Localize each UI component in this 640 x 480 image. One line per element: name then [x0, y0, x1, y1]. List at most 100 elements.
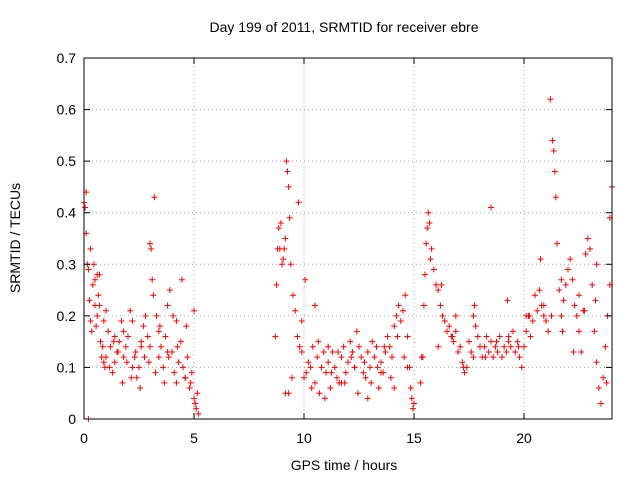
data-point [325, 359, 332, 366]
data-point [452, 328, 459, 335]
data-point [536, 287, 543, 294]
data-point [562, 281, 569, 288]
data-point [505, 338, 512, 345]
data-point [470, 354, 477, 361]
plot-frame [83, 57, 613, 420]
data-point [175, 359, 182, 366]
data-point [123, 359, 130, 366]
data-point [485, 348, 492, 355]
data-point [284, 168, 291, 175]
data-point [156, 323, 163, 330]
data-point [356, 343, 362, 350]
data-point [459, 359, 466, 366]
data-point [354, 390, 361, 397]
data-point [384, 333, 391, 340]
data-point [133, 374, 140, 381]
data-point [441, 318, 448, 325]
data-point [282, 235, 289, 242]
y-tick-label: 0.3 [57, 256, 77, 272]
data-point [493, 338, 500, 345]
x-tick-labels: 0 5 10 15 20 [80, 430, 532, 446]
data-point [188, 369, 195, 376]
data-point [307, 364, 314, 371]
data-point [318, 364, 325, 371]
data-point [368, 379, 375, 386]
data-point [180, 364, 186, 371]
data-point [404, 333, 411, 340]
data-point [371, 354, 378, 361]
data-point [570, 348, 577, 355]
data-point [87, 318, 94, 325]
data-point [505, 333, 512, 340]
data-point [460, 364, 467, 371]
data-point [375, 385, 382, 392]
data-point [95, 292, 102, 299]
data-point [446, 323, 453, 330]
data-point [316, 390, 323, 397]
data-point [417, 379, 424, 386]
data-point [551, 168, 558, 175]
y-tick-label: 0.2 [57, 308, 77, 324]
data-point [378, 359, 384, 366]
data-point [504, 297, 511, 304]
data-point [558, 312, 565, 319]
y-tick-label: 0.1 [57, 359, 77, 375]
data-point [281, 245, 288, 252]
y-tick-labels: 0 0.1 0.2 0.3 0.4 0.5 0.6 0.7 [57, 50, 77, 427]
data-point [348, 354, 355, 361]
data-point [275, 225, 282, 232]
data-point [466, 338, 472, 345]
data-point [342, 369, 349, 376]
data-point [437, 302, 444, 309]
data-point [401, 354, 408, 361]
data-point [155, 354, 162, 361]
data-point [120, 354, 127, 361]
data-point [329, 348, 336, 355]
chart-title: Day 199 of 2011, SRMTID for receiver ebr… [210, 19, 479, 35]
data-point [554, 240, 560, 247]
data-point [178, 276, 185, 283]
data-point [378, 369, 384, 376]
data-point [136, 364, 142, 371]
data-point [430, 266, 437, 273]
data-point [482, 354, 489, 361]
data-point [115, 348, 122, 355]
data-point [389, 354, 395, 361]
x-axis-label: GPS time / hours [291, 457, 398, 473]
data-point [364, 348, 371, 355]
data-point [285, 390, 292, 397]
data-point [471, 302, 478, 309]
data-point [394, 333, 401, 340]
data-point [290, 292, 296, 299]
data-point [105, 328, 112, 335]
data-point [400, 307, 406, 314]
data-point [186, 385, 193, 392]
data-point [501, 343, 508, 350]
data-point [96, 302, 103, 309]
data-point [287, 261, 294, 268]
data-point [593, 261, 600, 268]
data-point [127, 307, 134, 314]
data-point [195, 410, 202, 417]
data-point [131, 354, 138, 361]
data-point [470, 312, 477, 319]
data-point [578, 348, 585, 355]
data-point [584, 235, 591, 242]
data-point [534, 307, 541, 314]
data-point [279, 261, 285, 268]
data-point [510, 328, 516, 335]
data-point [423, 240, 430, 247]
data-point [338, 354, 345, 361]
data-point [550, 147, 557, 154]
data-point [335, 348, 342, 355]
data-point [602, 343, 609, 350]
data-point [549, 137, 556, 144]
data-point [598, 400, 604, 407]
data-point [93, 323, 100, 330]
data-point [492, 343, 499, 350]
data-point [173, 379, 180, 386]
y-tick-label: 0 [68, 411, 76, 427]
data-point [374, 364, 381, 371]
data-point [285, 183, 292, 190]
data-point [164, 348, 171, 355]
